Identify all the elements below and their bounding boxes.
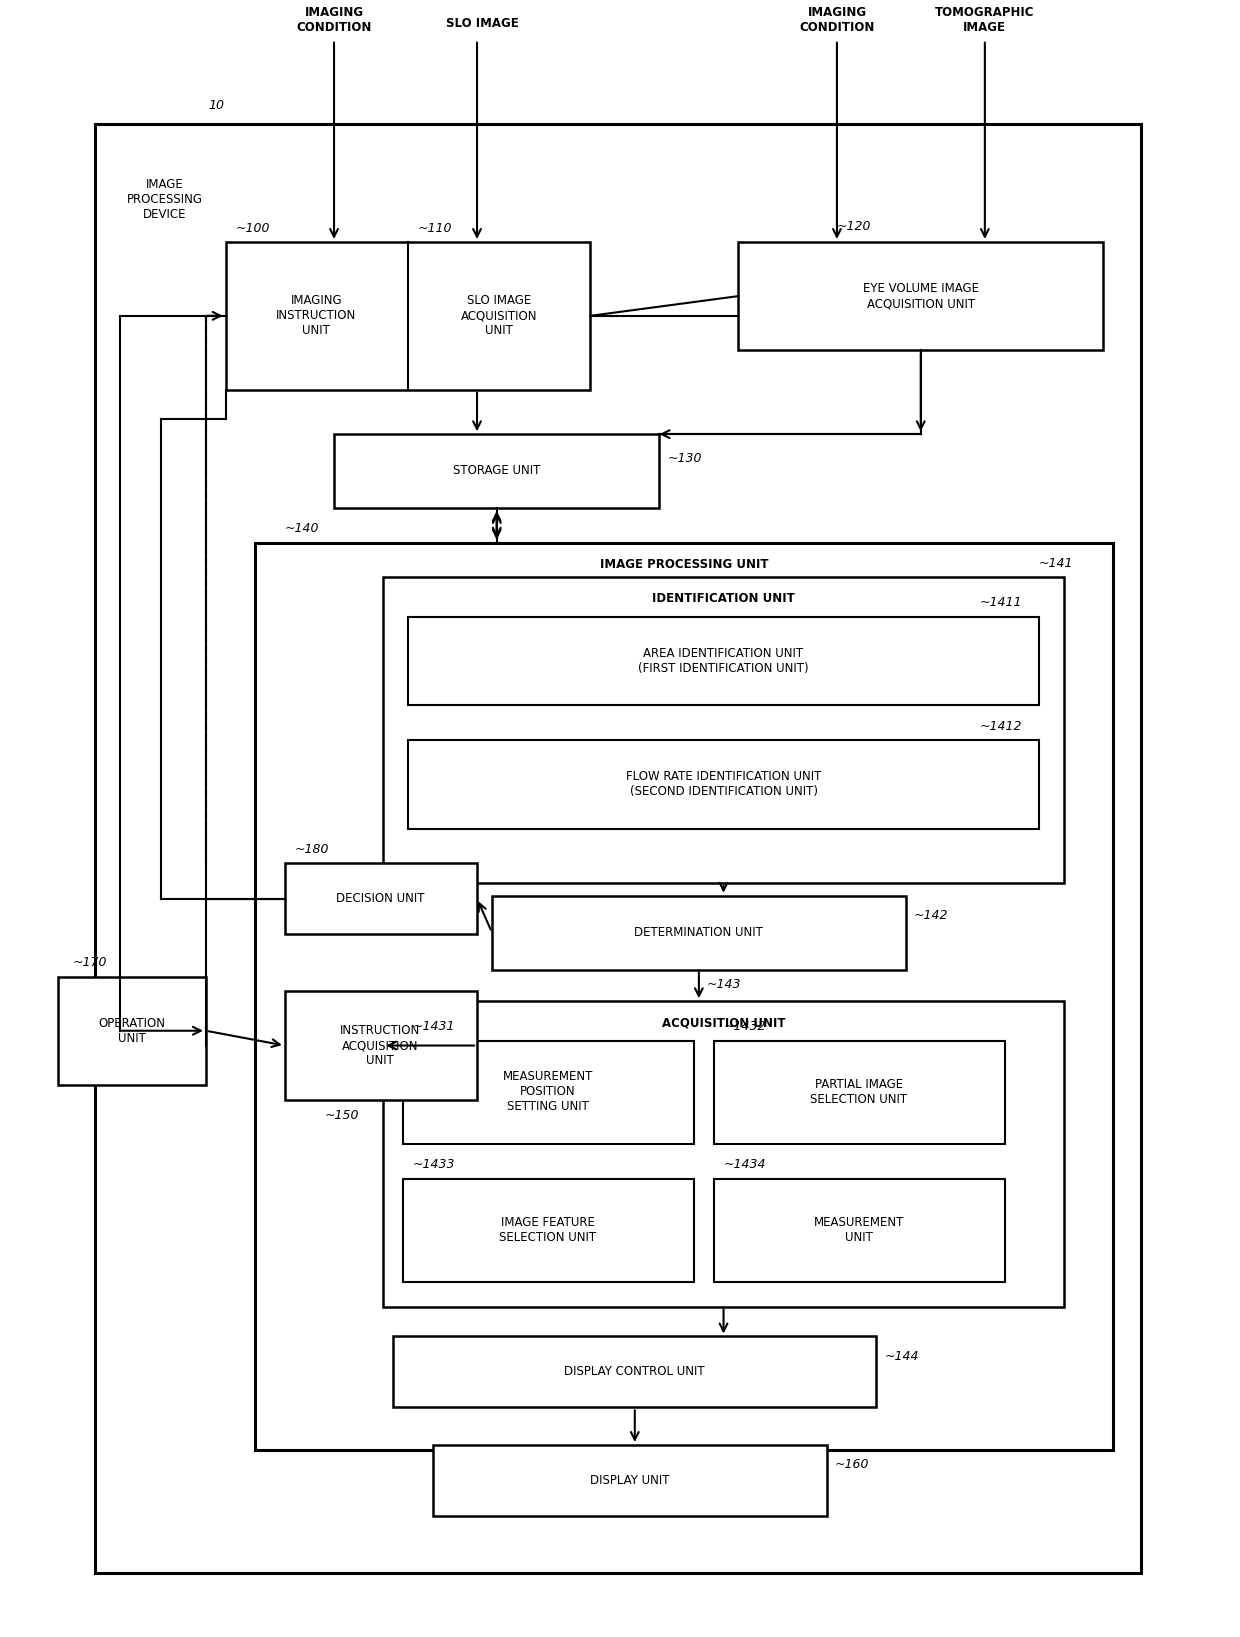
Text: 10: 10 [208,100,224,113]
Bar [433,1445,827,1516]
Text: SLO IMAGE
ACQUISITION
UNIT: SLO IMAGE ACQUISITION UNIT [460,295,537,337]
Text: ~144: ~144 [884,1349,919,1362]
Bar [334,434,660,507]
Text: AREA IDENTIFICATION UNIT
(FIRST IDENTIFICATION UNIT): AREA IDENTIFICATION UNIT (FIRST IDENTIFI… [639,647,808,674]
Bar [285,992,477,1100]
Text: IMAGING
CONDITION: IMAGING CONDITION [296,7,372,34]
Text: ACQUISITION UNIT: ACQUISITION UNIT [662,1017,785,1030]
Text: ~100: ~100 [236,221,270,234]
Text: ~170: ~170 [73,956,107,969]
Bar [403,1041,694,1144]
Bar [714,1041,1004,1144]
Text: IMAGING
CONDITION: IMAGING CONDITION [800,7,874,34]
Text: MEASUREMENT
POSITION
SETTING UNIT: MEASUREMENT POSITION SETTING UNIT [503,1071,593,1113]
Bar [738,242,1104,350]
Text: IMAGE FEATURE
SELECTION UNIT: IMAGE FEATURE SELECTION UNIT [500,1216,596,1244]
Text: ~1411: ~1411 [980,596,1023,609]
Bar [492,895,906,969]
Text: SLO IMAGE: SLO IMAGE [445,16,518,29]
Text: IMAGE
PROCESSING
DEVICE: IMAGE PROCESSING DEVICE [126,178,202,221]
Bar [255,542,1114,1450]
Bar [393,1336,877,1408]
Text: ~142: ~142 [914,909,949,922]
Text: IDENTIFICATION UNIT: IDENTIFICATION UNIT [652,593,795,606]
Bar [383,1002,1064,1306]
Text: ~120: ~120 [837,219,872,232]
Text: TOMOGRAPHIC
IMAGE: TOMOGRAPHIC IMAGE [935,7,1034,34]
Text: PARTIAL IMAGE
SELECTION UNIT: PARTIAL IMAGE SELECTION UNIT [810,1077,908,1107]
Text: STORAGE UNIT: STORAGE UNIT [453,465,541,476]
Text: ~1412: ~1412 [980,720,1023,732]
Text: ~150: ~150 [324,1108,358,1121]
Text: ~1431: ~1431 [413,1020,455,1033]
Text: DISPLAY UNIT: DISPLAY UNIT [590,1473,670,1486]
Bar [285,863,477,935]
Text: ~160: ~160 [835,1459,869,1472]
Text: IMAGE PROCESSING UNIT: IMAGE PROCESSING UNIT [600,558,769,571]
Bar [226,242,590,390]
Text: OPERATION
UNIT: OPERATION UNIT [98,1017,165,1044]
Text: DETERMINATION UNIT: DETERMINATION UNIT [635,925,764,938]
Text: DECISION UNIT: DECISION UNIT [336,892,424,905]
Text: ~141: ~141 [1039,557,1074,570]
Text: DISPLAY CONTROL UNIT: DISPLAY CONTROL UNIT [564,1365,706,1378]
Bar [714,1179,1004,1282]
Text: ~1433: ~1433 [413,1159,455,1172]
Text: EYE VOLUME IMAGE
ACQUISITION UNIT: EYE VOLUME IMAGE ACQUISITION UNIT [863,282,978,309]
Text: ~1434: ~1434 [723,1159,766,1172]
Bar [58,977,206,1085]
Bar [403,1179,694,1282]
Text: ~110: ~110 [418,221,453,234]
Text: ~140: ~140 [285,522,319,535]
Text: MEASUREMENT
UNIT: MEASUREMENT UNIT [813,1216,904,1244]
Bar [408,617,1039,706]
Text: INSTRUCTION
ACQUISITION
UNIT: INSTRUCTION ACQUISITION UNIT [340,1025,420,1067]
Bar [95,123,1141,1573]
Text: FLOW RATE IDENTIFICATION UNIT
(SECOND IDENTIFICATION UNIT): FLOW RATE IDENTIFICATION UNIT (SECOND ID… [626,771,821,799]
Text: ~1432: ~1432 [723,1020,766,1033]
Bar [383,578,1064,882]
Text: ~130: ~130 [667,452,702,465]
Text: IMAGING
INSTRUCTION
UNIT: IMAGING INSTRUCTION UNIT [277,295,356,337]
Bar [408,740,1039,828]
Text: ~180: ~180 [295,843,329,856]
Text: ~143: ~143 [707,977,742,990]
